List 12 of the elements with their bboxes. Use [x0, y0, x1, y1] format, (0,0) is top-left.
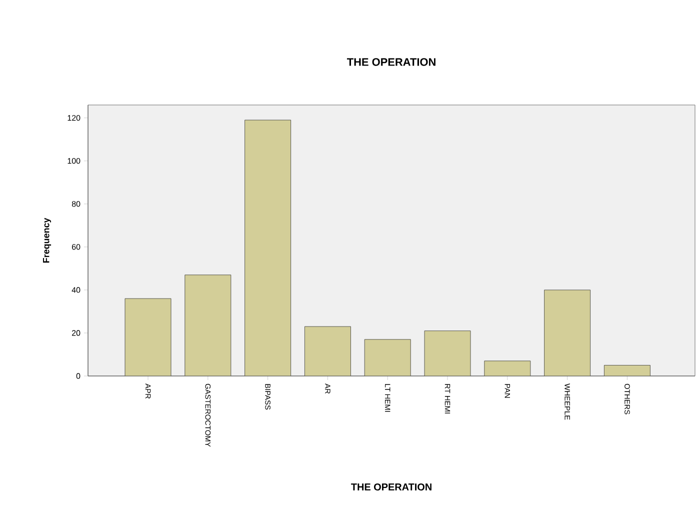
y-axis-title: Frequency [43, 218, 52, 263]
bar [604, 365, 650, 376]
bar [184, 274, 232, 376]
bar [484, 360, 531, 376]
chart-title: THE OPERATION [346, 58, 436, 66]
x-axis-title: THE OPERATION [351, 483, 432, 491]
bar [424, 330, 471, 376]
bar [124, 298, 172, 376]
bar [304, 326, 351, 376]
bar [544, 290, 591, 376]
bar [364, 339, 411, 376]
bar [244, 120, 292, 376]
